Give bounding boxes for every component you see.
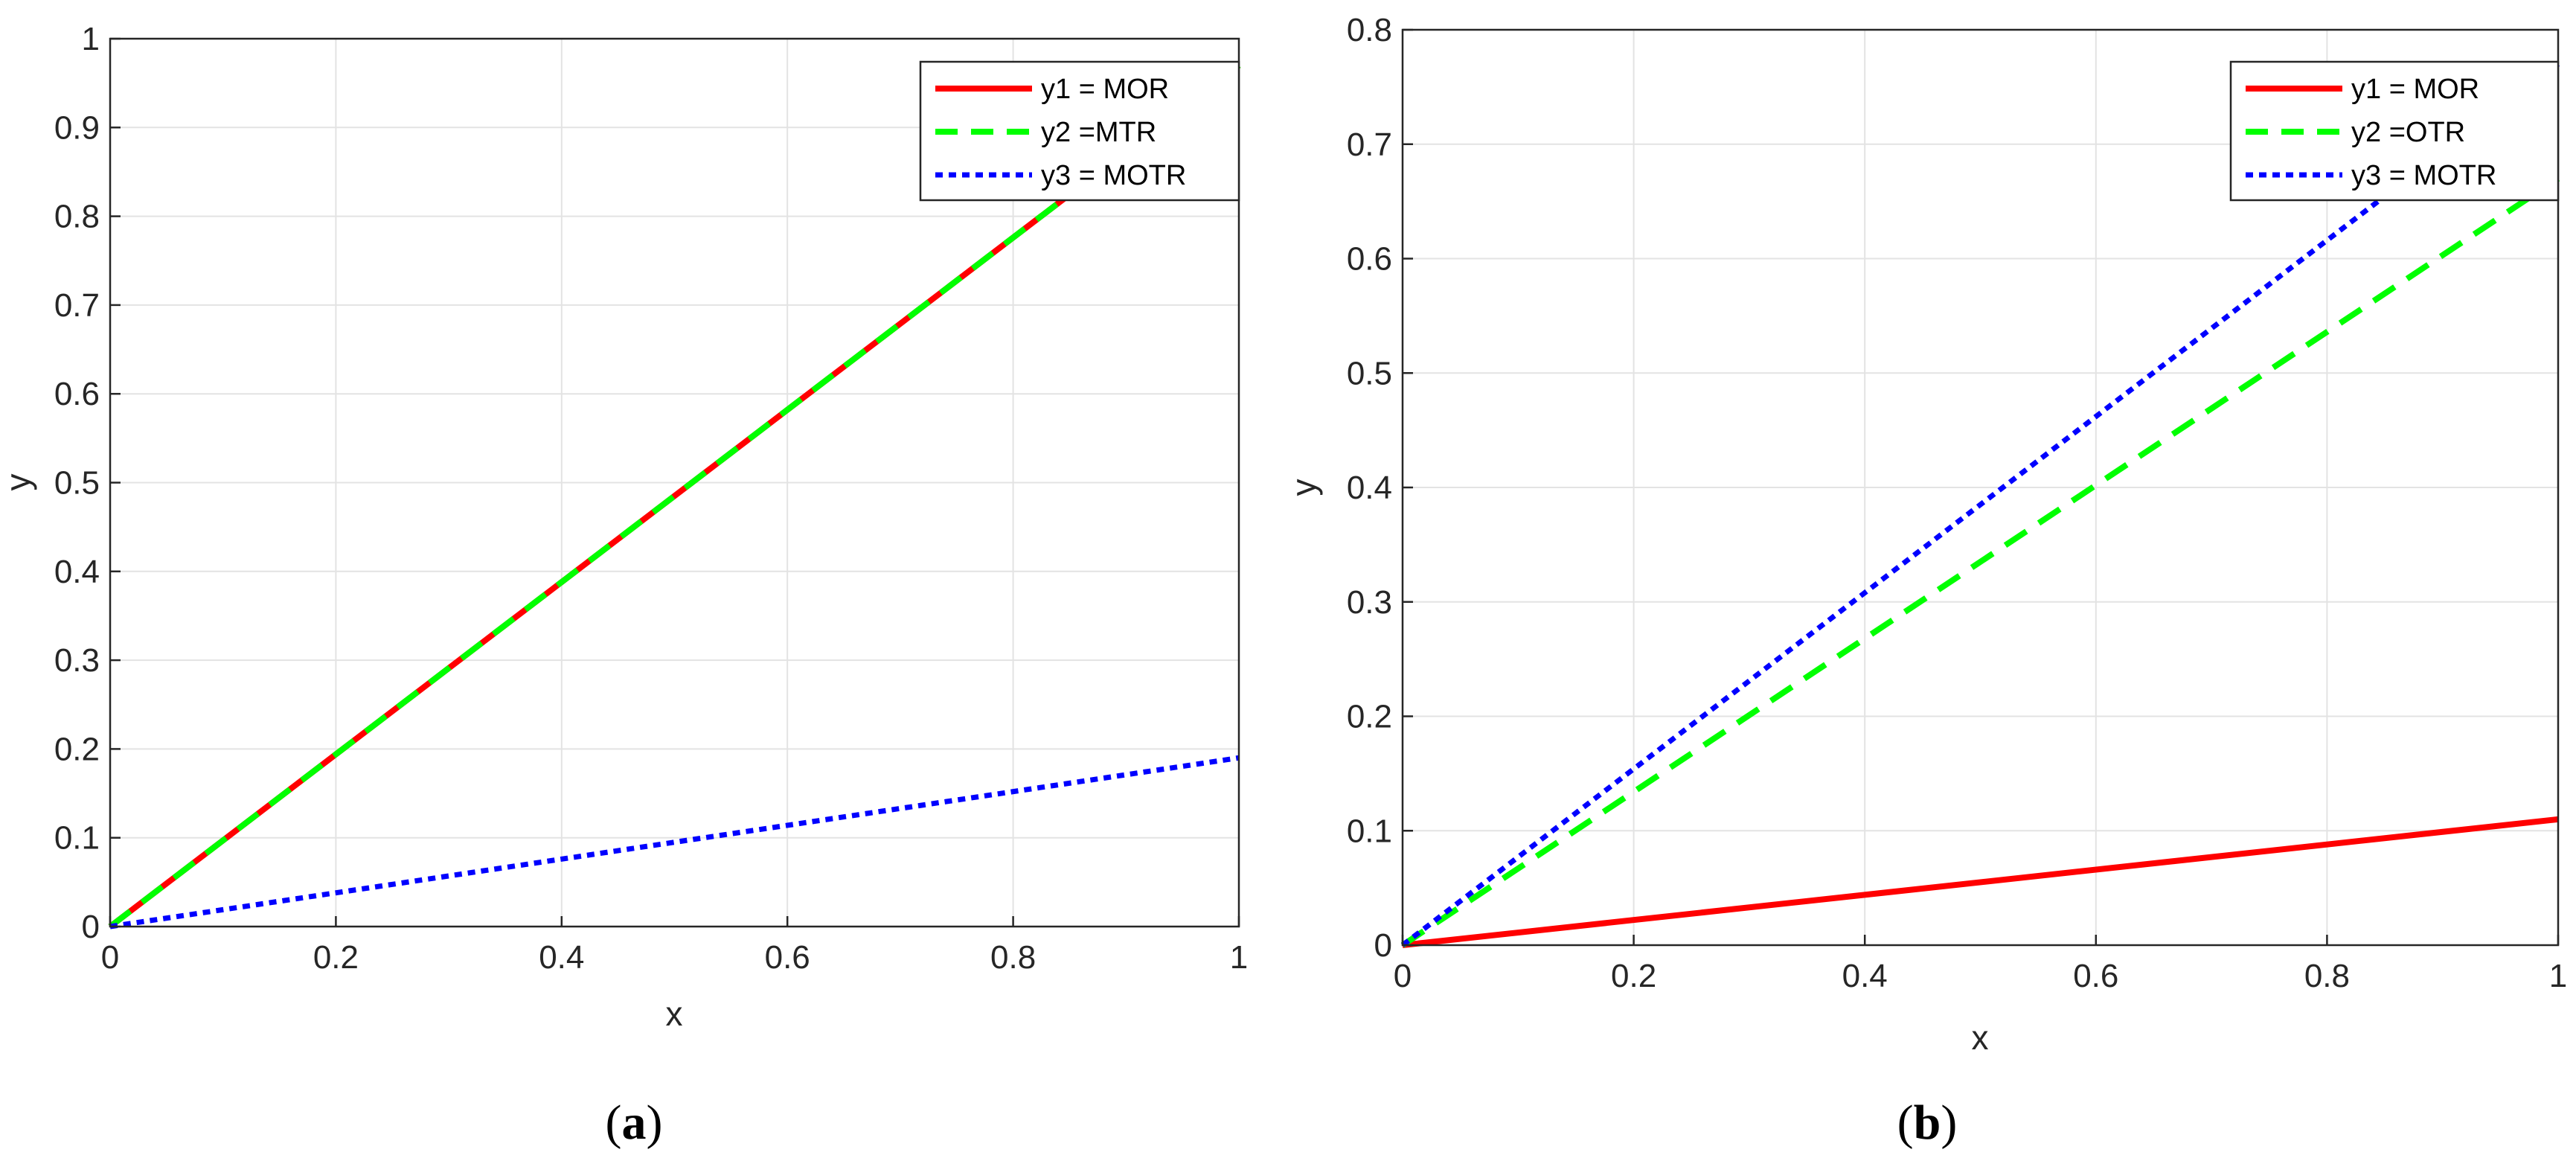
chart-b-y-tick-label: 0.7 [1347, 127, 1392, 163]
chart-b-y-tick-label: 0.4 [1347, 470, 1392, 506]
chart-b-y-tick-label: 0.5 [1347, 355, 1392, 391]
chart-a-y-axis-label: y [0, 474, 37, 491]
chart-panel-a: 0 0.2 0.4 0.6 0.8 1 0 0.1 0.2 0.3 0.4 0.5 0.6 0.7 0.8 0… [0, 21, 1248, 1033]
chart-a-y-tick-label: 0.3 [54, 642, 100, 679]
chart-b-y-axis-label: y [1284, 479, 1323, 496]
chart-b-x-tick-label: 0.6 [2073, 958, 2118, 994]
chart-a-y-tick-label: 0.9 [54, 109, 100, 146]
caption-a: (a) [606, 1095, 663, 1150]
chart-b-x-tick-label: 0.8 [2304, 958, 2350, 994]
chart-a-y-tick-label: 1 [82, 21, 100, 57]
chart-b-series-line-3 [1400, 62, 2560, 947]
chart-b-y-tick-label: 0.6 [1347, 241, 1392, 278]
chart-b-x-tick-label: 1 [2549, 958, 2567, 994]
chart-b-series-line-1 [1402, 816, 2559, 948]
caption-b: (b) [1897, 1095, 1958, 1150]
chart-a-series-line-3 [109, 755, 1240, 930]
chart-a-y-tick-label: 0.1 [54, 820, 100, 857]
chart-a-x-tick-label: 0.6 [765, 939, 810, 976]
chart-b-legend-entry-2: y2 =OTR [2351, 117, 2465, 148]
chart-a-x-tick-label: 0 [101, 939, 119, 976]
chart-b-x-axis-label: x [1972, 1018, 1989, 1057]
chart-a-y-tick-label: 0.8 [54, 199, 100, 235]
chart-b-y-tick-label: 0.2 [1347, 699, 1392, 735]
chart-a-y-tick-label: 0.7 [54, 287, 100, 324]
chart-b-x-tick-label: 0.4 [1842, 958, 1888, 994]
chart-a-x-tick-label: 0.8 [990, 939, 1036, 976]
chart-panel-b: 0 0.2 0.4 0.6 0.8 1 0 0.1 0.2 0.3 0.4 0.5 0.6 0.7 0.8 x… [1284, 12, 2567, 1057]
chart-a-x-tick-label: 0.4 [539, 939, 584, 976]
chart-b-y-tick-label: 0.1 [1347, 813, 1392, 849]
chart-a-x-tick-label: 1 [1230, 939, 1248, 976]
chart-a-x-tick-label: 0.2 [313, 939, 359, 976]
chart-a-x-axis-label: x [666, 994, 683, 1033]
caption-a-letter: a [622, 1095, 647, 1150]
chart-b-x-tick-label: 0 [1394, 958, 1412, 994]
chart-a-y-tick-label: 0.2 [54, 731, 100, 767]
chart-b-legend-entry-1: y1 = MOR [2351, 74, 2479, 105]
chart-a-y-tick-label: 0.4 [54, 554, 100, 590]
chart-b-legend-entry-3: y3 = MOTR [2351, 160, 2496, 191]
chart-a-y-tick-label: 0.6 [54, 376, 100, 412]
chart-b-series-line-2 [1400, 176, 2560, 948]
chart-b-y-tick-label: 0.8 [1347, 12, 1392, 48]
chart-a-legend-entry-3: y3 = MOTR [1041, 160, 1186, 191]
caption-b-letter: b [1914, 1095, 1941, 1150]
chart-a-legend-entry-1: y1 = MOR [1041, 74, 1169, 105]
chart-a-series-line-2 [108, 63, 1241, 930]
chart-a-y-tick-label: 0.5 [54, 465, 100, 502]
chart-b-x-tick-label: 0.2 [1611, 958, 1656, 994]
chart-a-legend-entry-2: y2 =MTR [1041, 117, 1156, 148]
chart-a-y-tick-label: 0 [82, 909, 100, 945]
chart-b-y-tick-label: 0.3 [1347, 584, 1392, 621]
chart-b-y-tick-label: 0 [1374, 927, 1392, 964]
